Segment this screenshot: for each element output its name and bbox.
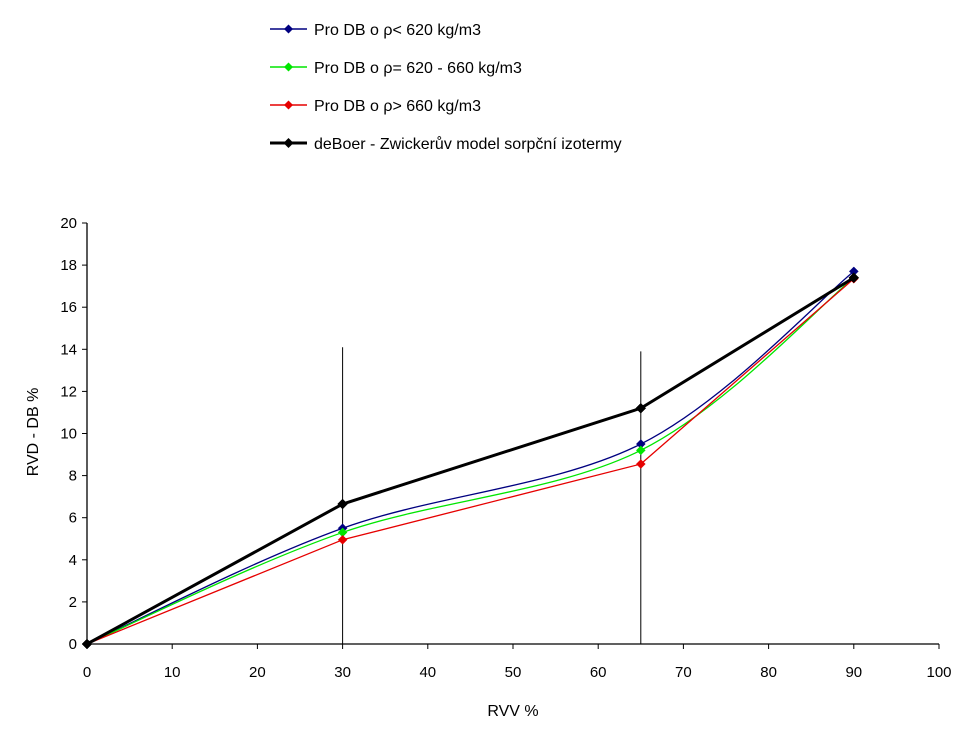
series-4-marker: [81, 638, 93, 650]
series-3-line: [86, 278, 855, 645]
x-tick-label: 50: [505, 664, 522, 681]
x-tick-label: 30: [334, 664, 351, 681]
y-tick-label: 14: [60, 341, 77, 358]
legend-item-4-label: deBoer - Zwickerův model sorpční izoterm…: [314, 135, 622, 153]
y-axis-title: RVD - DB %: [25, 388, 42, 477]
y-tick-label: 4: [69, 552, 77, 569]
series-4-marker: [848, 272, 860, 284]
y-tick-label: 6: [69, 510, 77, 527]
y-tick-label: 16: [60, 299, 77, 316]
y-tick-label: 8: [69, 468, 77, 485]
x-tick-label: 100: [926, 664, 951, 681]
x-tick-label: 20: [249, 664, 266, 681]
x-tick-label: 90: [845, 664, 862, 681]
x-tick-label: 60: [590, 664, 607, 681]
y-tick-label: 2: [69, 594, 77, 611]
series-2-line: [86, 277, 855, 645]
y-tick-label: 0: [69, 636, 77, 653]
y-tick-label: 10: [60, 426, 77, 443]
legend-item-1-marker: [284, 24, 293, 34]
legend-item-3-label: Pro DB o ρ> 660 kg/m3: [314, 98, 481, 115]
series-2-marker: [635, 445, 646, 456]
legend-item-3-marker: [284, 100, 293, 110]
axes: [82, 222, 940, 649]
y-tick-label: 20: [60, 215, 77, 232]
x-tick-label: 80: [760, 664, 777, 681]
series-4-line: [86, 276, 855, 646]
x-tick-label: 40: [419, 664, 436, 681]
series-lines: [81, 266, 860, 650]
series-1-line: [86, 270, 855, 645]
tick-labels: 0 2 4 6 8 10 12 14 16 18 20 0 10 20 30 40 50 60 70 80 90 100: [60, 215, 951, 681]
x-tick-label: 0: [83, 664, 91, 681]
series-3-marker: [337, 534, 348, 545]
x-tick-label: 10: [164, 664, 181, 681]
series-3-marker: [635, 459, 646, 469]
legend-item-2-marker: [284, 62, 293, 72]
legend-item-2-label: Pro DB o ρ= 620 - 660 kg/m3: [314, 60, 522, 77]
x-axis-title: RVV %: [487, 703, 538, 720]
reference-lines: [342, 347, 642, 644]
legend-item-4-marker: [283, 138, 294, 148]
series-4-marker: [337, 498, 348, 510]
y-tick-label: 12: [60, 383, 77, 400]
legend: Pro DB o ρ< 620 kg/m3 Pro DB o ρ= 620 - 6…: [270, 22, 622, 153]
series-4-marker: [635, 402, 647, 414]
legend-item-1-label: Pro DB o ρ< 620 kg/m3: [314, 22, 481, 39]
plot-area: [81, 222, 940, 650]
y-tick-label: 18: [60, 257, 77, 274]
x-tick-label: 70: [675, 664, 692, 681]
